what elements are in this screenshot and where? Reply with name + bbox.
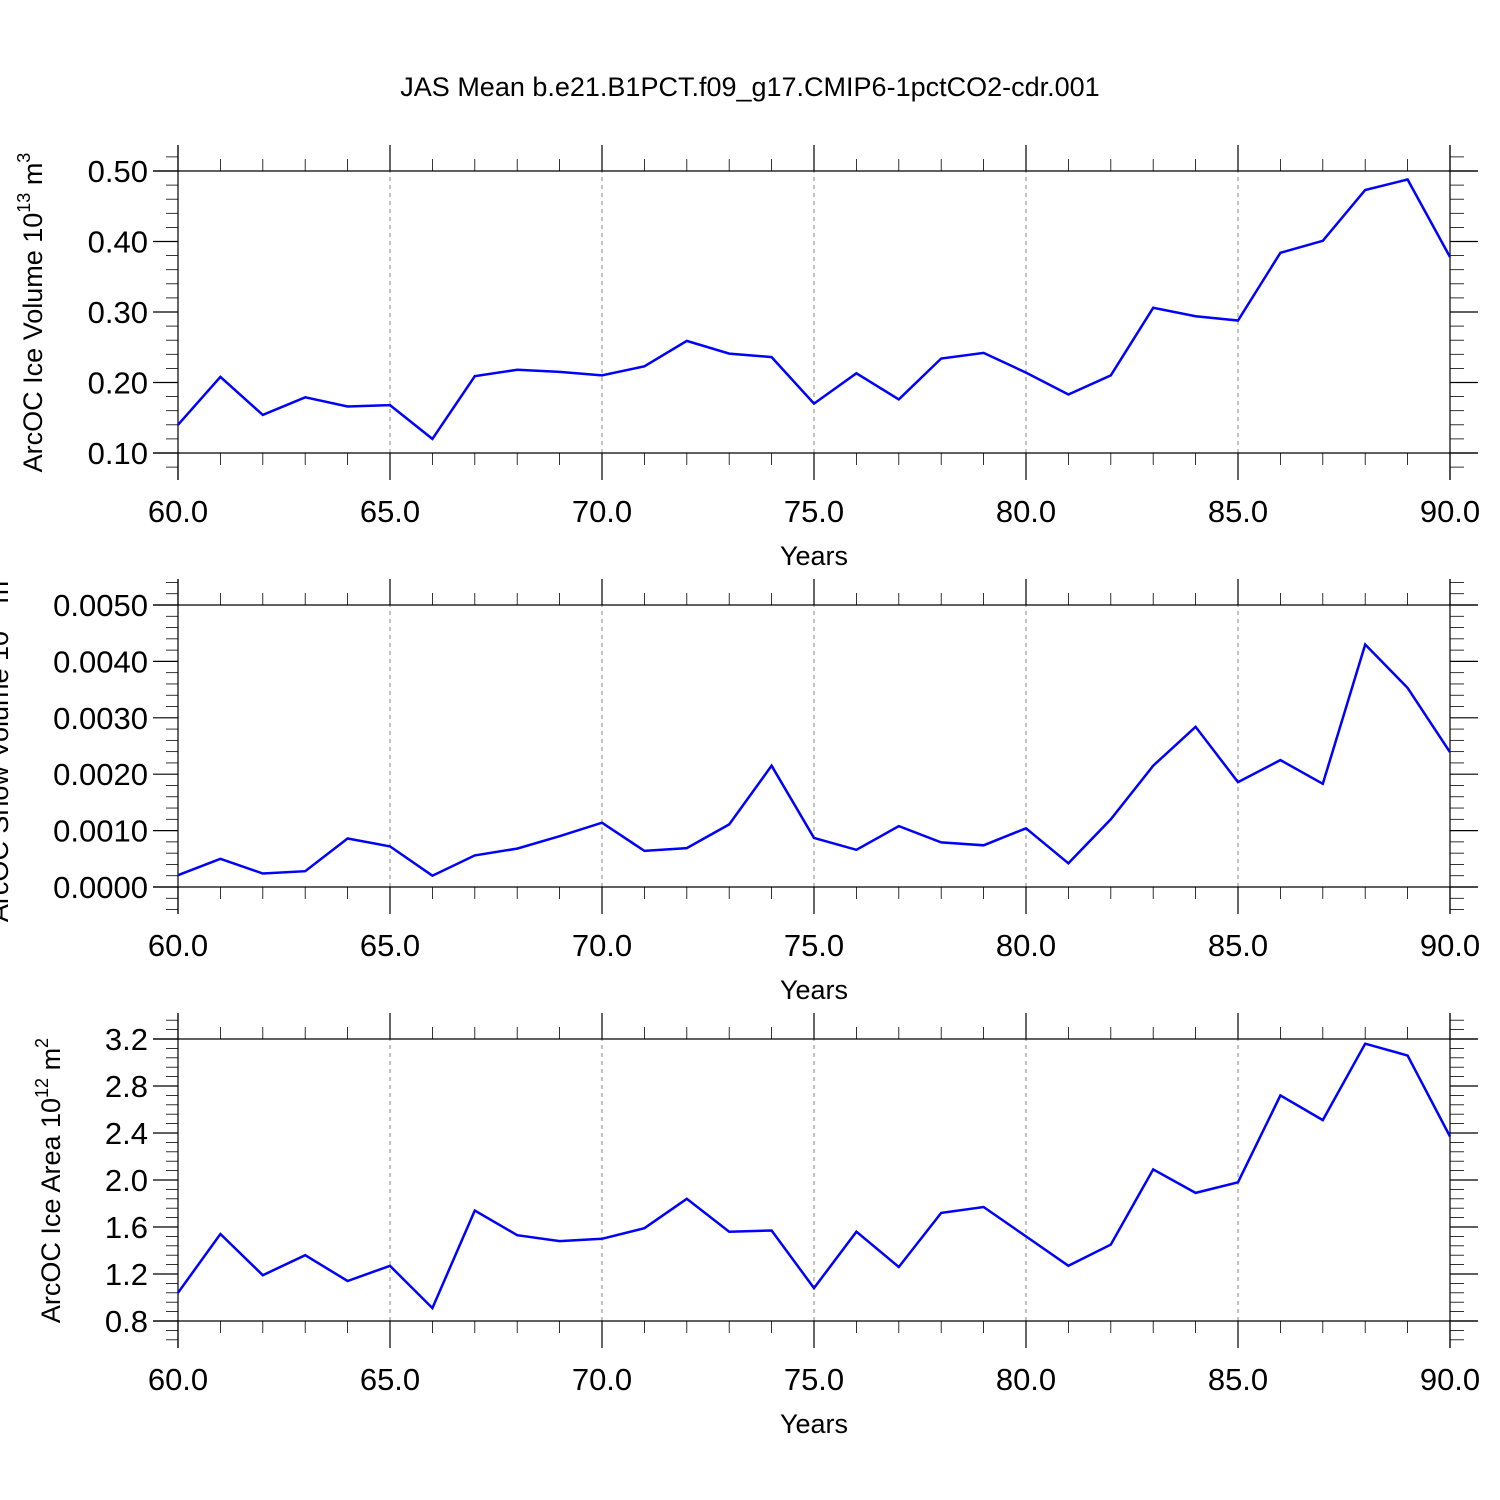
y-tick-label: 0.8 (105, 1304, 148, 1339)
series-line (177, 178, 1452, 441)
y-tick-label: 0.0050 (53, 588, 148, 623)
y-tick-label: 0.0000 (53, 870, 148, 905)
x-tick-label: 80.0 (996, 494, 1056, 529)
y-tick-label: 2.4 (105, 1116, 148, 1151)
y-tick-label: 0.40 (88, 225, 148, 260)
series-line (177, 642, 1452, 878)
x-tick-label: 70.0 (572, 928, 632, 963)
x-axis-label: Years (780, 541, 848, 571)
x-tick-label: 85.0 (1208, 494, 1268, 529)
x-tick-label: 70.0 (572, 1362, 632, 1397)
y-axis-label: ArcOC Snow Volume 1013 m3 (0, 571, 14, 922)
x-tick-label: 90.0 (1420, 928, 1480, 963)
y-tick-label: 1.6 (105, 1210, 148, 1245)
x-tick-label: 75.0 (784, 494, 844, 529)
y-tick-label: 0.30 (88, 295, 148, 330)
y-tick-label: 0.0040 (53, 644, 148, 679)
panel-ice-area: 0.8 1.2 1.6 2.0 2.4 2.8 3.2 60.0 65.0 70.0 75.0 80.… (32, 1013, 1480, 1439)
x-tick-label: 80.0 (996, 928, 1056, 963)
y-tick-label: 0.0030 (53, 701, 148, 736)
x-axis-label: Years (780, 975, 848, 1005)
y-axis-label: ArcOC Ice Area 1012 m2 (32, 1038, 66, 1323)
y-tick-label: 2.0 (105, 1163, 148, 1198)
x-tick-label: 90.0 (1420, 1362, 1480, 1397)
y-axis-label: ArcOC Ice Volume 1013 m3 (14, 153, 48, 473)
x-tick-label: 75.0 (784, 928, 844, 963)
x-tick-label: 60.0 (148, 494, 208, 529)
x-tick-label: 80.0 (996, 1362, 1056, 1397)
y-tick-label: 0.0020 (53, 757, 148, 792)
series-line (176, 1042, 1452, 1311)
y-tick-label: 2.8 (105, 1069, 148, 1104)
panel-ice-volume: 0.10 0.20 0.30 0.40 0.50 60.0 65.0 70.0 75.0 80.0… (14, 145, 1480, 571)
x-tick-label: 85.0 (1208, 928, 1268, 963)
x-tick-label: 75.0 (784, 1362, 844, 1397)
y-tick-label: 0.0010 (53, 814, 148, 849)
x-tick-label: 60.0 (148, 928, 208, 963)
y-tick-label: 1.2 (105, 1257, 148, 1292)
x-tick-label: 65.0 (360, 1362, 420, 1397)
y-tick-label: 0.50 (88, 154, 148, 189)
y-tick-label: 0.20 (88, 366, 148, 401)
panel-snow-volume: 0.0000 0.0010 0.0020 0.0030 0.0040 0.0050 60.0… (0, 571, 1480, 1005)
x-tick-label: 90.0 (1420, 494, 1480, 529)
chart-title: JAS Mean b.e21.B1PCT.f09_g17.CMIP6-1pctC… (400, 72, 1100, 102)
x-tick-label: 65.0 (360, 928, 420, 963)
x-tick-label: 60.0 (148, 1362, 208, 1397)
x-tick-label: 65.0 (360, 494, 420, 529)
y-tick-label: 3.2 (105, 1022, 148, 1057)
x-tick-label: 85.0 (1208, 1362, 1268, 1397)
y-tick-label: 0.10 (88, 436, 148, 471)
x-tick-label: 70.0 (572, 494, 632, 529)
x-axis-label: Years (780, 1409, 848, 1439)
